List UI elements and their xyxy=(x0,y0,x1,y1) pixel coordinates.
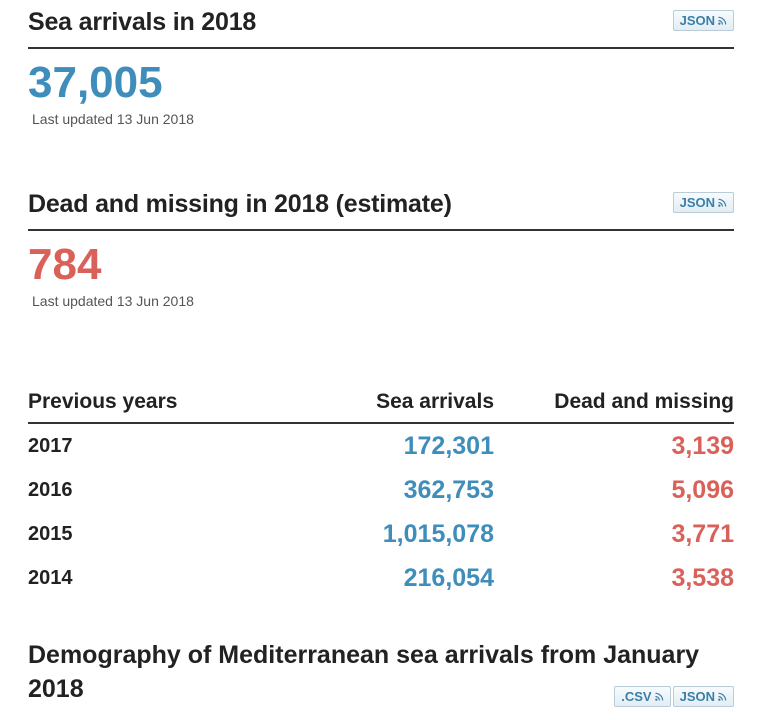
json-label: JSON xyxy=(679,195,715,210)
previous-years-section: Previous years Sea arrivals Dead and mis… xyxy=(28,390,734,600)
row-year: 2017 xyxy=(28,434,73,457)
column-header-arrivals: Sea arrivals xyxy=(288,390,494,424)
dead-missing-updated: Last updated 13 Jun 2018 xyxy=(32,293,194,309)
dead-missing-title: Dead and missing in 2018 (estimate) xyxy=(28,190,452,218)
table-row: 2016 362,753 5,096 xyxy=(28,468,734,512)
previous-years-table: Previous years Sea arrivals Dead and mis… xyxy=(28,390,734,600)
row-dead: 3,538 xyxy=(671,563,734,592)
sea-arrivals-section: Sea arrivals in 2018 JSON 37,005 Last up… xyxy=(28,8,734,127)
row-year: 2015 xyxy=(28,522,73,545)
column-header-dead: Dead and missing xyxy=(494,390,734,424)
csv-label: .CSV xyxy=(621,689,652,704)
sea-arrivals-header: Sea arrivals in 2018 JSON xyxy=(28,8,734,49)
sea-arrivals-title: Sea arrivals in 2018 xyxy=(28,8,257,36)
demography-title: Demography of Mediterranean sea arrivals… xyxy=(28,641,700,703)
rss-icon xyxy=(718,16,727,25)
sea-arrivals-updated: Last updated 13 Jun 2018 xyxy=(32,111,194,127)
demography-download-buttons: .CSV JSON xyxy=(614,686,734,713)
demography-csv-button[interactable]: .CSV xyxy=(614,686,671,707)
json-label: JSON xyxy=(679,13,715,28)
row-dead: 3,771 xyxy=(671,519,734,548)
rss-icon xyxy=(718,692,727,701)
json-label: JSON xyxy=(679,689,715,704)
row-dead: 3,139 xyxy=(671,431,734,460)
row-year: 2014 xyxy=(28,566,73,589)
sea-arrivals-value: 37,005 xyxy=(28,58,163,107)
column-header-year: Previous years xyxy=(28,390,289,424)
row-arrivals: 1,015,078 xyxy=(382,519,494,548)
table-row: 2015 1,015,078 3,771 xyxy=(28,512,734,556)
dead-missing-json-button[interactable]: JSON xyxy=(672,192,734,213)
rss-icon xyxy=(654,692,663,701)
table-header-row: Previous years Sea arrivals Dead and mis… xyxy=(28,390,734,424)
dead-missing-value: 784 xyxy=(28,240,102,289)
sea-arrivals-json-button[interactable]: JSON xyxy=(672,10,734,31)
dead-missing-header: Dead and missing in 2018 (estimate) JSON xyxy=(28,190,734,231)
row-year: 2016 xyxy=(28,478,73,501)
row-dead: 5,096 xyxy=(671,475,734,504)
dead-missing-section: Dead and missing in 2018 (estimate) JSON… xyxy=(28,190,734,309)
row-arrivals: 172,301 xyxy=(403,431,494,460)
row-arrivals: 362,753 xyxy=(403,475,494,504)
demography-section: Demography of Mediterranean sea arrivals… xyxy=(28,638,734,707)
demography-json-button[interactable]: JSON xyxy=(672,686,734,707)
table-row: 2017 172,301 3,139 xyxy=(28,423,734,468)
table-row: 2014 216,054 3,538 xyxy=(28,556,734,600)
row-arrivals: 216,054 xyxy=(403,563,494,592)
rss-icon xyxy=(718,198,727,207)
